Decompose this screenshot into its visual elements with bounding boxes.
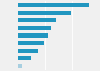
Bar (18, 49, 38, 53)
Bar (18, 64, 22, 68)
Bar (18, 41, 44, 45)
Bar (18, 26, 51, 30)
Bar (18, 33, 48, 38)
Bar (18, 11, 71, 15)
Bar (18, 18, 56, 22)
Bar (18, 56, 31, 60)
Bar (18, 3, 90, 7)
